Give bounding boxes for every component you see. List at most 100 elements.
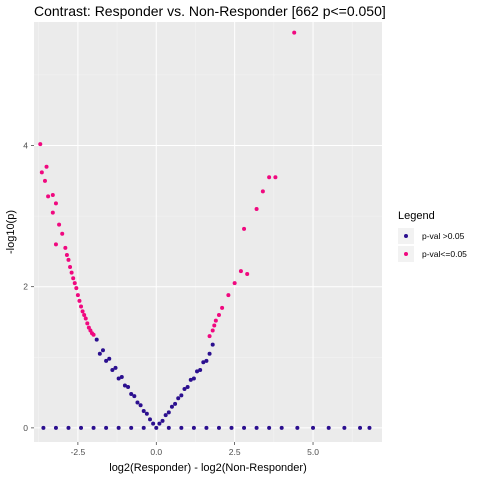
data-point <box>38 142 43 147</box>
data-point <box>169 404 174 409</box>
data-point <box>53 425 58 430</box>
legend-label: p-val >0.05 <box>422 231 465 241</box>
data-point <box>216 312 221 317</box>
y-axis-title: -log10(p) <box>5 210 17 254</box>
data-point <box>100 348 105 353</box>
data-point <box>72 281 77 286</box>
data-point <box>176 396 181 401</box>
data-point <box>41 425 46 430</box>
data-point <box>46 194 51 199</box>
data-point <box>179 425 184 430</box>
legend: Legend p-val >0.05 p-val<=0.05 <box>398 210 467 262</box>
data-point <box>126 384 131 389</box>
data-point <box>119 375 124 380</box>
data-point <box>63 245 68 250</box>
data-point <box>129 392 134 396</box>
data-point <box>311 425 316 430</box>
y-axis-ticks: 0 2 4 <box>23 141 34 433</box>
data-point <box>85 321 90 326</box>
data-point <box>260 189 265 194</box>
data-point <box>116 376 121 381</box>
data-point <box>97 351 102 356</box>
data-point <box>132 394 137 399</box>
data-point <box>245 272 250 276</box>
y-tick-label: 0 <box>23 423 28 433</box>
data-point <box>238 269 243 274</box>
data-point <box>160 418 165 423</box>
data-point <box>113 365 118 370</box>
plot-panel <box>34 22 382 442</box>
data-point <box>135 400 140 405</box>
series-not-significant <box>41 337 372 430</box>
data-point <box>242 425 247 430</box>
data-point <box>267 425 272 430</box>
data-point <box>79 304 84 309</box>
x-tick-label: 5.0 <box>307 447 319 457</box>
legend-key-dot <box>404 252 408 256</box>
data-point <box>342 425 347 430</box>
data-point <box>201 360 206 365</box>
data-point <box>254 425 259 430</box>
data-point <box>66 257 71 262</box>
data-point <box>77 298 82 303</box>
data-point <box>80 309 85 314</box>
data-point <box>273 175 278 180</box>
data-point <box>191 376 196 381</box>
data-point <box>210 328 215 333</box>
data-point <box>110 368 115 372</box>
data-point <box>179 393 184 398</box>
y-tick-label: 4 <box>23 141 28 151</box>
data-point <box>91 332 96 337</box>
x-tick-label: 0.0 <box>150 447 162 457</box>
data-point <box>292 30 297 35</box>
data-point <box>104 358 109 363</box>
data-point <box>79 425 84 430</box>
data-point <box>229 425 234 430</box>
data-point <box>42 178 47 183</box>
data-point <box>166 410 171 415</box>
data-point <box>232 281 237 286</box>
data-point <box>83 316 88 321</box>
data-point <box>154 425 159 430</box>
data-point <box>82 312 87 317</box>
data-point <box>64 252 69 257</box>
data-point <box>94 337 99 342</box>
data-point <box>74 286 79 291</box>
legend-key-dot <box>404 234 408 238</box>
data-point <box>212 323 217 328</box>
data-point <box>173 401 178 406</box>
data-point <box>185 384 190 389</box>
data-point <box>326 425 331 430</box>
data-point <box>104 425 109 430</box>
data-point <box>68 264 73 269</box>
data-point <box>75 293 80 298</box>
y-tick-label: 2 <box>23 282 28 292</box>
x-tick-label: -2.5 <box>71 447 86 457</box>
chart-title: Contrast: Responder vs. Non-Responder [6… <box>34 3 386 19</box>
data-point <box>198 368 203 372</box>
data-point <box>129 425 134 430</box>
data-point <box>53 201 58 206</box>
data-point <box>141 408 146 413</box>
data-point <box>210 342 215 347</box>
data-point <box>226 293 231 298</box>
data-point <box>220 305 225 310</box>
grid-minor <box>34 22 382 442</box>
data-point <box>122 383 127 388</box>
data-point <box>182 387 187 392</box>
data-point <box>216 425 221 430</box>
data-point <box>213 318 218 323</box>
data-point <box>144 411 149 416</box>
data-point <box>138 403 143 408</box>
data-point <box>50 192 55 197</box>
x-axis-ticks: -2.5 0.0 2.5 5.0 <box>71 442 319 457</box>
data-point <box>295 425 300 430</box>
data-point <box>151 421 156 426</box>
data-point <box>242 226 247 231</box>
data-point <box>188 377 193 382</box>
series-significant <box>38 30 297 339</box>
legend-label: p-val<=0.05 <box>422 249 467 259</box>
data-point <box>66 425 71 430</box>
data-point <box>254 207 259 212</box>
